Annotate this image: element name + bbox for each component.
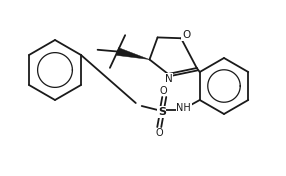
Polygon shape <box>117 48 150 59</box>
Text: O: O <box>182 30 190 40</box>
Text: O: O <box>160 86 168 96</box>
Text: N: N <box>165 74 173 84</box>
Text: NH: NH <box>176 103 191 113</box>
Text: S: S <box>158 107 166 117</box>
Text: O: O <box>156 128 164 138</box>
